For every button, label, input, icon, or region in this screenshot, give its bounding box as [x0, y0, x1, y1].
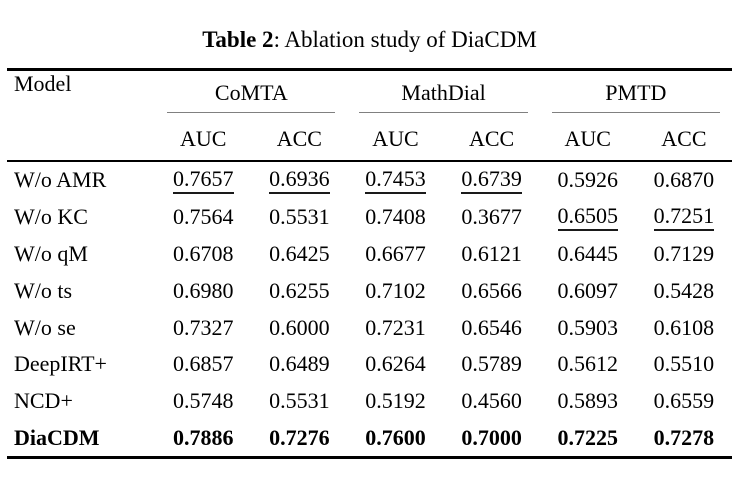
value-cell: 0.5893 [557, 388, 619, 414]
model-cell: W/o se [14, 314, 76, 340]
group-header-row: Model CoMTA MathDial PMTD [7, 70, 732, 119]
ablation-table-wrap: Model CoMTA MathDial PMTD AUC ACC AUC AC [7, 68, 732, 460]
column-header-comta-acc: ACC [276, 126, 322, 151]
value-cell: 0.3677 [461, 204, 522, 230]
value-cell: 0.7276 [269, 424, 330, 450]
value-cell: 0.7657 [155, 161, 251, 199]
table-row: W/o qM 0.6708 0.6425 0.6677 0.6121 0.644… [7, 236, 732, 273]
value-cell: 0.7886 [173, 424, 234, 450]
value-cell: 0.6559 [653, 388, 715, 414]
table-caption-text: : Ablation study of DiaCDM [273, 27, 537, 52]
value-cell: 0.6708 [173, 240, 234, 266]
value-cell: 0.6489 [269, 351, 330, 377]
value-cell: 0.5748 [173, 388, 234, 414]
table-body: W/o AMR 0.7657 0.6936 0.7453 0.6739 0.59… [7, 161, 732, 458]
value-cell: 0.5789 [461, 351, 522, 377]
group-header-mathdial: MathDial [347, 70, 539, 119]
value-cell: 0.7600 [365, 424, 426, 450]
value-cell: 0.6980 [173, 277, 234, 303]
value-cell: 0.6097 [557, 277, 619, 303]
value-cell: 0.7225 [557, 424, 619, 450]
value-cell: 0.7129 [653, 240, 715, 266]
value-cell: 0.6108 [653, 314, 715, 340]
value-cell: 0.6505 [540, 199, 636, 236]
value-cell: 0.5510 [653, 351, 715, 377]
table-row: W/o ts 0.6980 0.6255 0.7102 0.6566 0.609… [7, 272, 732, 309]
value-cell: 0.5531 [269, 388, 330, 414]
table-header: Model CoMTA MathDial PMTD AUC ACC AUC AC [7, 70, 732, 161]
table-row: DeepIRT+ 0.6857 0.6489 0.6264 0.5789 0.5… [7, 346, 732, 383]
table-row: W/o AMR 0.7657 0.6936 0.7453 0.6739 0.59… [7, 161, 732, 199]
ablation-table: Model CoMTA MathDial PMTD AUC ACC AUC AC [7, 68, 732, 460]
value-cell: 0.7251 [636, 199, 732, 236]
column-header-mathdial-acc: ACC [469, 126, 515, 151]
value-cell: 0.6264 [365, 351, 426, 377]
group-header-mathdial-label: MathDial [359, 71, 528, 113]
model-cell: W/o KC [14, 204, 88, 230]
model-cell: DeepIRT+ [14, 351, 107, 377]
model-cell: W/o AMR [14, 167, 107, 193]
column-header-pmtd-acc: ACC [661, 126, 707, 151]
value-cell: 0.6121 [461, 240, 522, 266]
value-cell: 0.5531 [269, 204, 330, 230]
table-row: W/o KC 0.7564 0.5531 0.7408 0.3677 0.650… [7, 199, 732, 236]
value-cell: 0.6425 [269, 240, 330, 266]
value-cell: 0.7231 [365, 314, 426, 340]
model-cell: W/o qM [14, 240, 88, 266]
column-header-model: Model [14, 71, 72, 96]
model-cell: DiaCDM [14, 424, 100, 450]
value-cell: 0.4560 [461, 388, 522, 414]
table-row-diacdm: DiaCDM 0.7886 0.7276 0.7600 0.7000 0.722… [7, 420, 732, 458]
table-row: W/o se 0.7327 0.6000 0.7231 0.6546 0.590… [7, 309, 732, 346]
value-cell: 0.6445 [557, 240, 619, 266]
value-cell: 0.7278 [653, 424, 715, 450]
sub-header-row: AUC ACC AUC ACC AUC ACC [7, 118, 732, 161]
group-header-pmtd-label: PMTD [551, 71, 720, 113]
value-cell: 0.5926 [557, 167, 619, 193]
value-cell: 0.6936 [251, 161, 347, 199]
value-cell: 0.6546 [461, 314, 522, 340]
model-cell: W/o ts [14, 277, 73, 303]
column-header-comta-auc: AUC [180, 126, 227, 151]
value-cell: 0.7000 [461, 424, 522, 450]
value-cell: 0.6677 [365, 240, 426, 266]
group-header-pmtd: PMTD [540, 70, 732, 119]
value-cell: 0.6566 [461, 277, 522, 303]
table-row: NCD+ 0.5748 0.5531 0.5192 0.4560 0.5893 … [7, 383, 732, 420]
value-cell: 0.7453 [347, 161, 443, 199]
table-caption: Table 2: Ablation study of DiaCDM [0, 0, 739, 53]
group-header-comta: CoMTA [155, 70, 347, 119]
value-cell: 0.7327 [173, 314, 234, 340]
value-cell: 0.6255 [269, 277, 330, 303]
value-cell: 0.7408 [365, 204, 426, 230]
value-cell: 0.7564 [173, 204, 234, 230]
value-cell: 0.5428 [653, 277, 715, 303]
value-cell: 0.6739 [444, 161, 540, 199]
value-cell: 0.6000 [269, 314, 330, 340]
column-header-mathdial-auc: AUC [372, 126, 419, 151]
value-cell: 0.6857 [173, 351, 234, 377]
value-cell: 0.5612 [557, 351, 619, 377]
column-header-pmtd-auc: AUC [564, 126, 611, 151]
group-header-comta-label: CoMTA [167, 71, 336, 113]
value-cell: 0.6870 [653, 167, 715, 193]
value-cell: 0.5192 [365, 388, 426, 414]
value-cell: 0.5903 [557, 314, 619, 340]
model-cell: NCD+ [14, 388, 73, 414]
value-cell: 0.7102 [365, 277, 426, 303]
table-caption-tag: Table 2 [202, 27, 274, 52]
